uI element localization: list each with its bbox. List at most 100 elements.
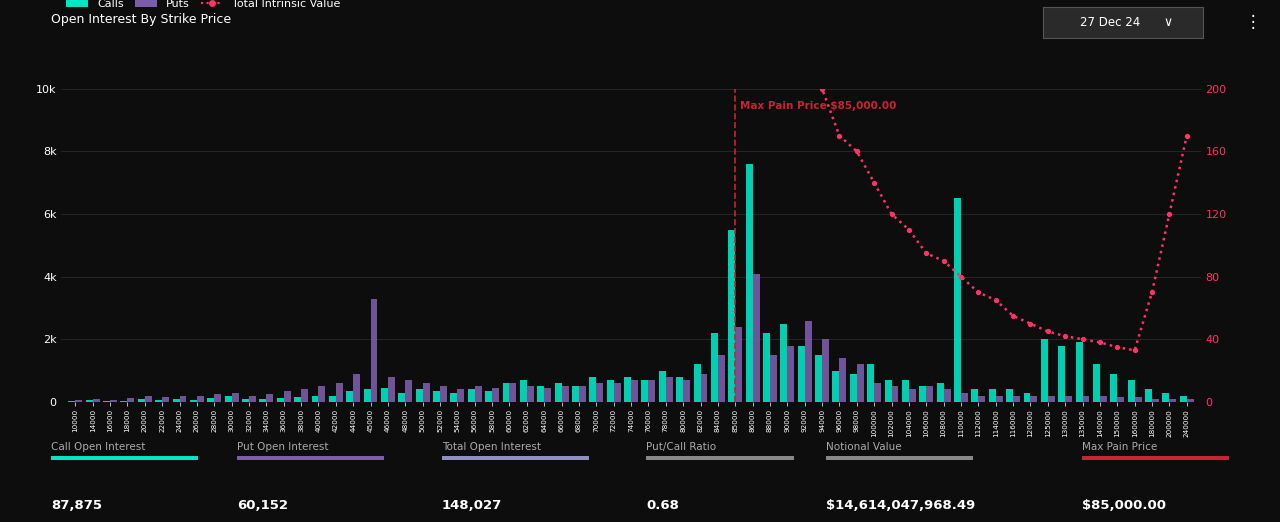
Bar <box>398 393 406 402</box>
Bar <box>607 380 613 402</box>
Bar <box>1041 339 1048 402</box>
Bar <box>909 389 916 402</box>
Bar <box>138 399 145 402</box>
Bar <box>381 388 388 402</box>
Bar <box>625 377 631 402</box>
Text: Put/Call Ratio: Put/Call Ratio <box>646 442 717 452</box>
Bar <box>763 333 771 402</box>
Bar <box>892 386 899 402</box>
Bar <box>919 386 927 402</box>
Bar <box>753 274 759 402</box>
Bar <box>266 394 274 402</box>
Bar <box>954 198 961 402</box>
Bar <box>301 389 308 402</box>
Text: ⋮: ⋮ <box>1245 14 1261 31</box>
Bar <box>1075 342 1083 402</box>
Bar <box>1024 393 1030 402</box>
Bar <box>972 389 978 402</box>
Bar <box>451 393 457 402</box>
Bar <box>1093 364 1100 402</box>
Bar <box>104 401 110 402</box>
Bar <box>457 389 465 402</box>
Bar <box>207 398 214 402</box>
Bar <box>76 400 82 402</box>
Bar <box>579 386 586 402</box>
Bar <box>562 386 568 402</box>
Bar <box>347 391 353 402</box>
Bar <box>1180 396 1187 402</box>
Bar <box>250 396 256 402</box>
Bar <box>988 389 996 402</box>
Bar <box>787 346 795 402</box>
Text: Max Pain Price: Max Pain Price <box>1082 442 1157 452</box>
Text: Total Open Interest: Total Open Interest <box>442 442 540 452</box>
Bar <box>589 377 596 402</box>
Text: 148,027: 148,027 <box>442 499 502 512</box>
Bar <box>520 380 527 402</box>
Bar <box>120 401 128 402</box>
Bar <box>538 386 544 402</box>
Text: 60,152: 60,152 <box>237 499 288 512</box>
Text: 87,875: 87,875 <box>51 499 102 512</box>
Bar <box>927 386 933 402</box>
Bar <box>641 380 649 402</box>
Text: Call Open Interest: Call Open Interest <box>51 442 146 452</box>
Bar <box>856 364 864 402</box>
Text: $85,000.00: $85,000.00 <box>1082 499 1166 512</box>
Bar <box>110 400 116 402</box>
Bar <box>467 389 475 402</box>
Bar <box>613 383 621 402</box>
Bar <box>850 374 856 402</box>
Bar <box>335 383 343 402</box>
Bar <box>659 371 666 402</box>
Text: $14,614,047,968.49: $14,614,047,968.49 <box>826 499 975 512</box>
Bar <box>728 230 735 402</box>
Bar <box>475 386 481 402</box>
Bar <box>155 400 163 402</box>
Bar <box>294 397 301 402</box>
Bar <box>189 400 197 402</box>
Bar <box>961 393 968 402</box>
Bar <box>92 399 100 402</box>
Bar <box>416 389 422 402</box>
Bar <box>329 396 335 402</box>
Bar <box>1152 399 1158 402</box>
Bar <box>978 396 986 402</box>
Bar <box>440 386 447 402</box>
Bar <box>572 386 579 402</box>
Bar <box>718 355 724 402</box>
Bar <box>179 396 187 402</box>
Bar <box>1059 346 1065 402</box>
Text: Put Open Interest: Put Open Interest <box>237 442 328 452</box>
Bar <box>1012 396 1020 402</box>
Bar <box>388 377 394 402</box>
Bar <box>735 327 742 402</box>
Bar <box>1117 397 1124 402</box>
Bar <box>805 321 812 402</box>
Bar <box>68 401 76 402</box>
Bar <box>554 383 562 402</box>
Bar <box>214 394 221 402</box>
Bar <box>163 397 169 402</box>
Text: 27 Dec 24: 27 Dec 24 <box>1080 16 1140 29</box>
Bar <box>874 383 881 402</box>
Text: ∨: ∨ <box>1164 16 1172 29</box>
Bar <box>943 389 951 402</box>
Bar <box>902 380 909 402</box>
Bar <box>509 383 516 402</box>
Bar <box>596 383 603 402</box>
Bar <box>311 396 319 402</box>
Bar <box>666 377 673 402</box>
Bar <box>242 399 250 402</box>
Bar <box>676 377 684 402</box>
Bar <box>832 371 840 402</box>
Bar <box>197 396 204 402</box>
Bar <box>1162 393 1170 402</box>
Bar <box>370 299 378 402</box>
Bar <box>1083 396 1089 402</box>
Bar <box>503 383 509 402</box>
Bar <box>353 374 360 402</box>
Bar <box>1065 396 1073 402</box>
Bar <box>694 364 700 402</box>
Legend: Calls, Puts, Total Intrinsic Value: Calls, Puts, Total Intrinsic Value <box>61 0 344 14</box>
